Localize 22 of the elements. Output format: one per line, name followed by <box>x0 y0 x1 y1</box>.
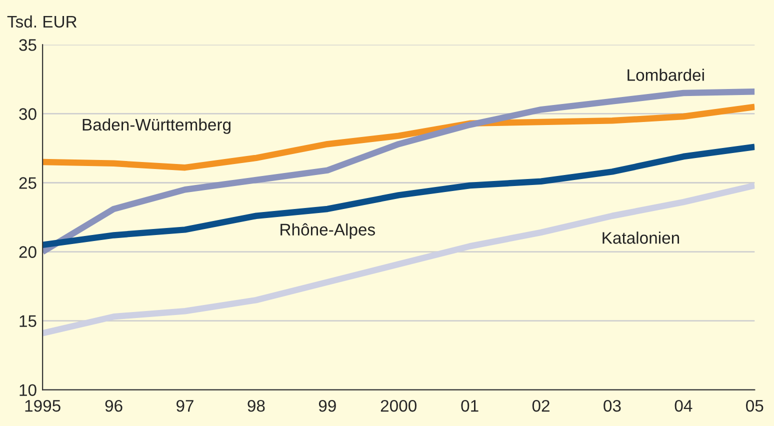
x-tick-label: 04 <box>674 400 692 412</box>
y-tick-label: 20 <box>19 246 36 258</box>
y-tick-label: 30 <box>19 108 36 120</box>
x-tick-label: 99 <box>318 400 336 412</box>
x-tick-label: 02 <box>532 400 550 412</box>
series-label: Lombardei <box>628 68 704 81</box>
x-tick-label: 2000 <box>380 400 416 412</box>
x-tick-label: 1995 <box>25 400 60 412</box>
y-tick-label: 10 <box>20 384 36 396</box>
x-tick-label: 05 <box>746 400 764 412</box>
x-tick-label: 98 <box>248 400 265 412</box>
series-label: Baden-Württemberg <box>82 118 230 134</box>
y-tick-label: 25 <box>19 177 36 189</box>
x-tick-label: 97 <box>176 400 194 412</box>
y-axis-title: Tsd. EUR <box>7 15 77 28</box>
x-tick-label: 01 <box>461 400 478 412</box>
y-tick-label: 35 <box>19 39 36 51</box>
x-tick-label: 96 <box>105 400 122 412</box>
x-tick-label: 03 <box>604 400 621 412</box>
series-label: Rhône-Alpes <box>280 223 375 239</box>
y-tick-label: 15 <box>20 315 36 327</box>
series-label: Katalonien <box>602 232 680 244</box>
